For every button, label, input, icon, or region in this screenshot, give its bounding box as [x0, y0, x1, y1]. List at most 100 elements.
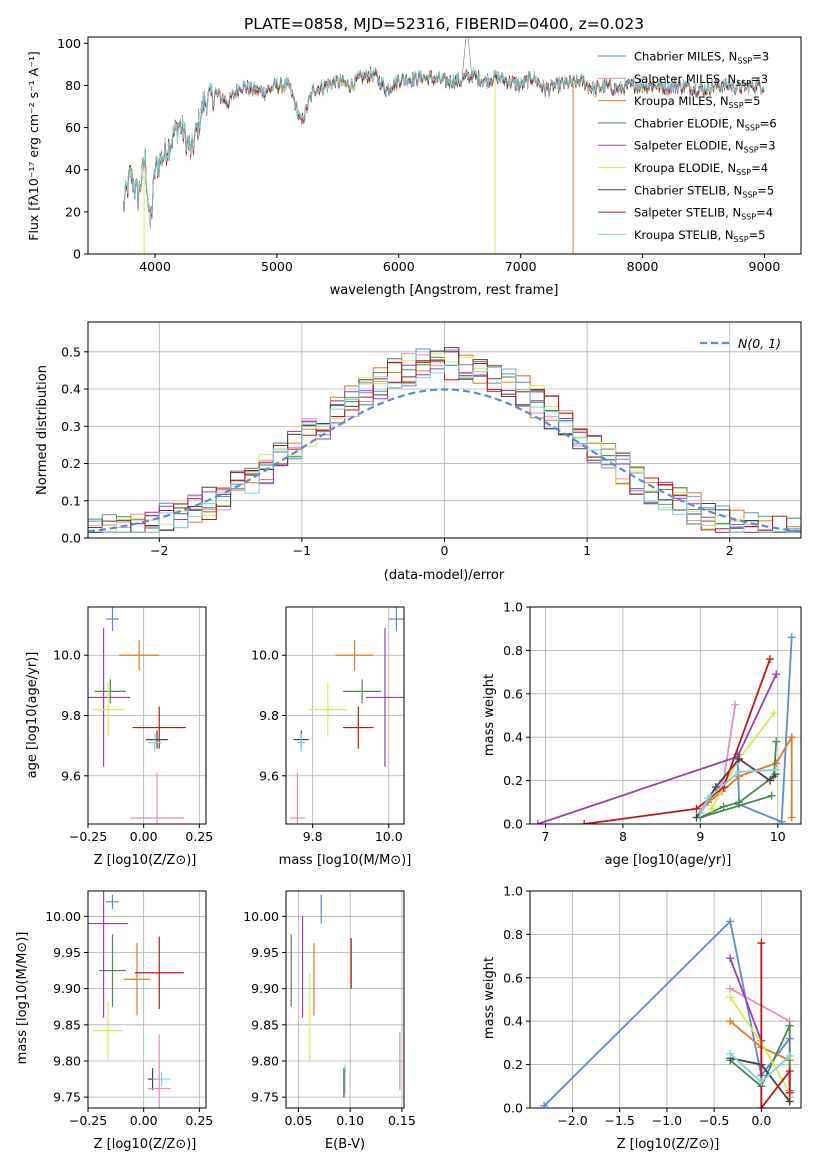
x-tick-label: 8	[619, 829, 627, 844]
y-tick-label: 9.90	[251, 981, 279, 996]
y-tick-label: 9.80	[53, 1053, 81, 1068]
weight-marker	[787, 813, 796, 822]
weight-marker	[785, 1051, 794, 1060]
y-tick-label: 9.75	[251, 1090, 279, 1105]
plot-area	[290, 894, 401, 1098]
wAge-xlabel: age [log10(age/yr)]	[605, 853, 732, 868]
y-tick-label: 0.2	[61, 456, 81, 471]
y-tick-label: 0.8	[503, 643, 523, 658]
y-tick-label: 9.8	[259, 708, 279, 723]
legend-label: Chabrier MILES, NSSP=3	[634, 50, 769, 66]
x-tick-label: −1	[293, 543, 311, 558]
weight-marker	[772, 670, 781, 679]
mass-vs-extinction-panel: 0.05 0.10 0.15 9.75 9.80 9.85 9.90 9.95 10.00	[243, 890, 416, 1128]
legend-count: =4	[756, 206, 773, 220]
weight-marker	[580, 820, 589, 824]
x-tick-label: 2	[726, 543, 734, 558]
residuals-ylabel: Normed distribution	[35, 365, 50, 495]
weight-marker	[726, 917, 735, 926]
y-tick-label: 9.6	[259, 768, 279, 783]
y-tick-label: 9.85	[53, 1017, 81, 1032]
x-tick-label: 0.15	[388, 1113, 416, 1128]
weight-marker	[766, 776, 775, 785]
x-tick-label: 0.00	[130, 829, 158, 844]
mass-vs-metallicity-panel: −0.25 0.00 0.25 9.75 9.80 9.85 9.90 9.95 10.00	[45, 890, 213, 1128]
weight-marker	[540, 1101, 549, 1108]
weight-marker	[785, 1097, 794, 1106]
plot-area	[88, 347, 801, 538]
x-tick-label: 6000	[383, 259, 415, 274]
y-tick-label: 0.0	[61, 531, 81, 546]
legend-label: Salpeter ELODIE, NSSP=3	[634, 139, 776, 155]
legend-subscript: SSP	[734, 235, 749, 244]
y-tick-label: 0.6	[503, 686, 523, 701]
age-vs-mass-panel: 9.8 10.0 9.6 9.8 10.0	[251, 606, 405, 844]
legend-label: Kroupa ELODIE, NSSP=4	[634, 161, 768, 177]
weight-marker	[757, 939, 766, 948]
legend-subscript: SSP	[744, 146, 759, 155]
spectrum-legend: Chabrier MILES, NSSP=3 Salpeter MILES, NS…	[598, 50, 777, 244]
weight-marker	[757, 1077, 766, 1086]
halpha-spike	[461, 37, 473, 78]
weight-marker	[787, 633, 796, 642]
y-tick-label: 0.2	[503, 773, 523, 788]
residuals-panel: −2 −1 0 1 2 0.0 0.1 0.2 0.3 0.4 0.5 N(0, 1)	[61, 321, 802, 558]
y-tick-label: 0.6	[503, 970, 523, 985]
y-tick-label: 80	[65, 78, 81, 93]
legend-label: Chabrier STELIB, NSSP=5	[634, 183, 774, 199]
y-tick-label: 9.85	[251, 1017, 279, 1032]
x-tick-label: −0.5	[699, 1113, 729, 1128]
y-tick-label: 10.00	[243, 909, 279, 924]
weight-marker	[726, 993, 735, 1002]
spectrum-title: PLATE=0858, MJD=52316, FIBERID=0400, z=0…	[244, 15, 644, 33]
weight-marker	[731, 700, 740, 709]
massZ-xlabel: Z [log10(Z/Z⊙)]	[94, 1137, 197, 1152]
legend-count: =5	[744, 94, 761, 108]
weight-marker	[726, 954, 735, 963]
ageM-xlabel: mass [log10(M/M⊙)]	[279, 853, 412, 868]
legend-label: N(0, 1)	[738, 336, 781, 351]
weight-marker	[692, 813, 701, 822]
x-tick-label: 0.25	[185, 829, 213, 844]
legend-label: Kroupa MILES, NSSP=5	[634, 94, 760, 110]
massZ-ylabel: mass [log10(M/M⊙)]	[15, 932, 30, 1065]
y-tick-label: 0.2	[503, 1057, 523, 1072]
residual-histogram-chabrier_stelib	[88, 347, 801, 538]
legend-count: =6	[760, 116, 777, 130]
x-tick-label: 0.10	[336, 1113, 364, 1128]
legend-subscript: SSP	[742, 190, 757, 199]
weight-marker	[769, 709, 778, 718]
weight-marker	[692, 804, 701, 813]
spectrum-ylabel: Flux [fλ10⁻¹⁷ erg cm⁻² s⁻¹ A⁻¹]	[26, 51, 41, 240]
weight-marker	[735, 798, 744, 807]
y-tick-label: 0.4	[503, 1014, 523, 1029]
y-tick-label: 0.4	[503, 730, 523, 745]
weight-marker	[719, 802, 728, 811]
legend-subscript: SSP	[736, 168, 751, 177]
weight-marker	[772, 737, 781, 746]
legend-subscript: SSP	[741, 213, 756, 222]
y-tick-label: 40	[65, 162, 81, 177]
legend-count: =4	[751, 161, 768, 175]
y-tick-label: 0.3	[61, 419, 81, 434]
axes-frame	[529, 890, 802, 1109]
legend-count: =3	[759, 139, 776, 153]
y-tick-label: 0.0	[503, 817, 523, 832]
y-tick-label: 9.8	[61, 708, 81, 723]
wZ-xlabel: Z [log10(Z/Z⊙)]	[617, 1137, 720, 1152]
y-tick-label: 0.4	[61, 382, 81, 397]
x-tick-label: 0.0	[751, 1113, 771, 1128]
weight-marker	[711, 783, 720, 792]
weight-marker	[771, 765, 780, 774]
x-tick-label: −2.0	[557, 1113, 587, 1128]
y-tick-label: 9.6	[61, 768, 81, 783]
y-tick-label: 100	[57, 36, 81, 51]
massEbv-xlabel: E(B-V)	[325, 1137, 365, 1152]
x-tick-label: 4000	[139, 259, 171, 274]
legend-count: =3	[751, 72, 768, 86]
x-tick-label: 0.05	[284, 1113, 312, 1128]
weight-marker	[766, 655, 775, 664]
weight-marker	[787, 733, 796, 742]
x-tick-label: 5000	[261, 259, 293, 274]
residuals-xlabel: (data-model)/error	[384, 568, 505, 583]
